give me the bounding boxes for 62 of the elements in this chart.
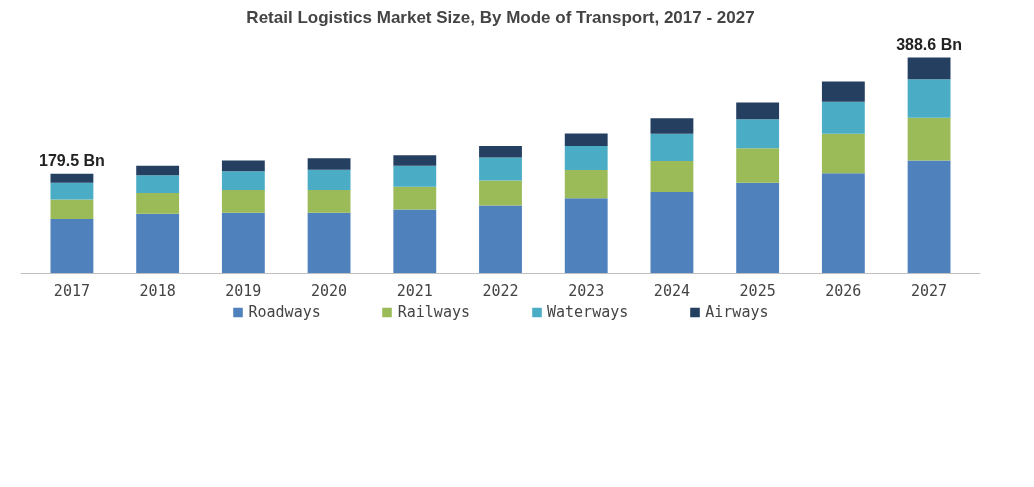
bar [479,157,522,181]
x-tick-label: 2020 [311,282,348,301]
bar [650,161,694,193]
bar [50,182,94,200]
bar [821,101,865,134]
bar [736,182,780,274]
bar [479,145,522,158]
bar [307,169,351,190]
bar [821,81,865,102]
bar [136,192,180,214]
annotation: 179.5 Bn [39,152,105,170]
x-tick-label: 2022 [482,282,519,301]
bar [307,189,351,213]
bar [136,165,180,176]
x-tick-label: 2023 [568,282,605,301]
bar [907,117,951,161]
bar [221,212,265,274]
bar [50,219,94,274]
x-tick-label: 2018 [139,282,176,301]
bar [136,213,180,274]
bar [393,186,437,210]
bar [221,160,265,172]
x-tick-label: 2021 [396,282,433,301]
bar [307,212,351,274]
legend-label: Railways [397,303,470,321]
bar [393,165,437,187]
x-tick-label: 2024 [653,282,690,301]
x-tick-label: 2026 [825,282,862,301]
bar [650,192,694,274]
bar [479,180,522,206]
bar [564,133,608,147]
bar [736,148,780,183]
text: 388.6 Bn [896,36,962,54]
bar [564,170,608,199]
legend-label: Airways [705,303,769,321]
bar [564,146,608,171]
bar [821,173,865,274]
bar [736,119,780,149]
legend-label: Roadways [248,303,321,321]
bar [307,158,351,170]
bar [650,133,694,161]
x-tick-label: 2017 [53,282,90,301]
bar [221,189,265,213]
bar [907,79,951,118]
bar [50,173,94,183]
x-tick-label: 2019 [225,282,262,301]
bar [393,209,437,274]
bar [479,205,522,274]
x-tick-label: 2025 [739,282,776,301]
bar [221,171,265,190]
bar [736,102,780,120]
bar [821,133,865,174]
chart-title: Retail Logistics Market Size, By Mode of Transport, 2017 - 2027 [246,7,755,27]
bar [50,199,94,220]
x-tick-label: 2027 [911,282,948,301]
bar [907,57,951,80]
bar [907,160,951,274]
legend-label: Waterways [547,303,629,321]
bar [564,198,608,274]
bar [650,118,694,134]
bar [393,155,437,166]
bar [136,175,180,193]
